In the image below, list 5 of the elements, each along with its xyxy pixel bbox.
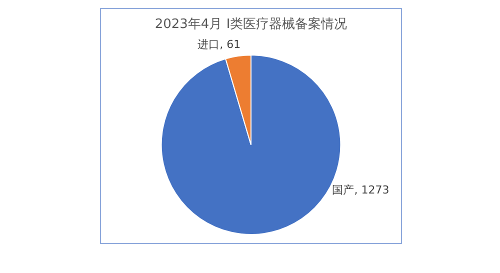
chart-title: 2023年4月 Ⅰ类医疗器械备案情况 [154, 16, 348, 32]
data-label: , 61 [220, 38, 241, 52]
slice-label: 进口 [198, 38, 220, 52]
data-label: , 1273 [354, 183, 390, 196]
slice-label: 国产 [332, 183, 354, 196]
